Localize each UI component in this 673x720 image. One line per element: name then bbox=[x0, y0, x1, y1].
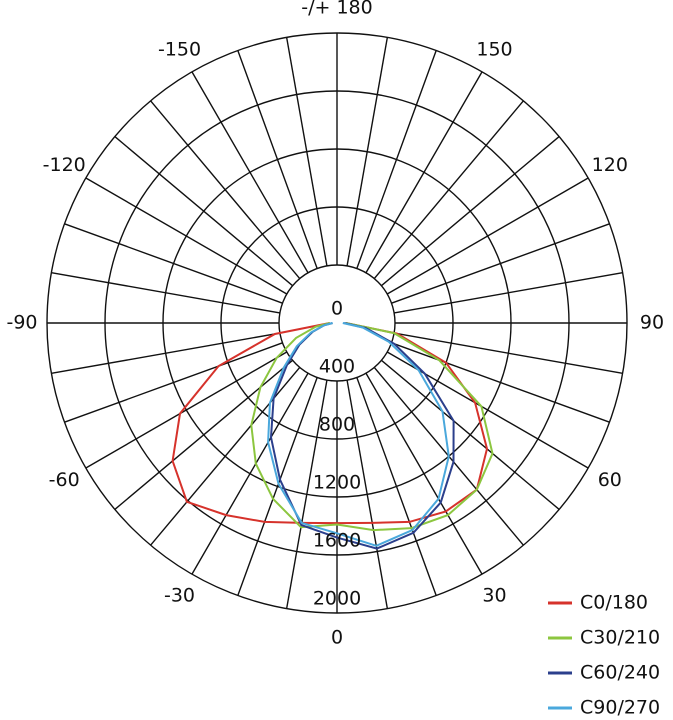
angle-label: 30 bbox=[482, 584, 506, 606]
angle-label: -30 bbox=[164, 584, 195, 606]
grid-spoke bbox=[365, 71, 483, 274]
r-tick-label: 1200 bbox=[313, 472, 361, 494]
r-tick-label: 2000 bbox=[313, 588, 361, 610]
grid-spoke bbox=[85, 351, 288, 469]
angle-label: 0 bbox=[331, 627, 343, 649]
angle-label: 150 bbox=[476, 39, 512, 61]
series-line bbox=[267, 322, 450, 547]
grid-spoke bbox=[386, 177, 589, 295]
angle-label: 90 bbox=[640, 312, 664, 334]
r-tick-label: 800 bbox=[319, 414, 355, 436]
grid-spoke bbox=[85, 177, 288, 295]
legend-label: C0/180 bbox=[580, 592, 648, 614]
grid-spoke bbox=[386, 351, 589, 469]
legend-label: C60/240 bbox=[580, 662, 660, 684]
angle-label: -120 bbox=[43, 154, 86, 176]
legend-label: C90/270 bbox=[580, 697, 660, 719]
series-line bbox=[171, 322, 489, 525]
angle-label: -60 bbox=[49, 469, 80, 491]
grid-spoke bbox=[191, 71, 309, 274]
grid-spoke bbox=[365, 372, 483, 575]
angle-label: -90 bbox=[6, 312, 37, 334]
legend-label: C30/210 bbox=[580, 627, 660, 649]
angle-label: -/+ 180 bbox=[301, 0, 372, 19]
series-line bbox=[250, 322, 494, 532]
r-tick-label: 1600 bbox=[313, 530, 361, 552]
angle-label: 60 bbox=[598, 469, 622, 491]
r-tick-label: 0 bbox=[331, 298, 343, 320]
angle-label: 120 bbox=[592, 154, 628, 176]
r-tick-label: 400 bbox=[319, 356, 355, 378]
angle-label: -150 bbox=[158, 39, 201, 61]
grid-spoke bbox=[191, 372, 309, 575]
